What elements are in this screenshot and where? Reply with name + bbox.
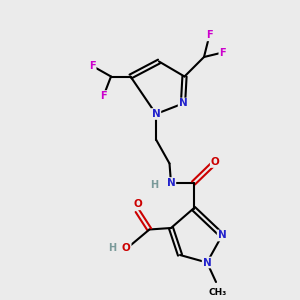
Text: F: F (219, 47, 226, 58)
Text: CH₃: CH₃ (209, 288, 227, 297)
Text: N: N (152, 109, 160, 119)
Text: O: O (122, 243, 131, 253)
Text: N: N (218, 230, 226, 241)
Text: H: H (108, 243, 116, 253)
Text: F: F (206, 30, 213, 40)
Text: H: H (150, 180, 159, 190)
Text: N: N (178, 98, 188, 109)
Text: N: N (202, 257, 211, 268)
Text: N: N (167, 178, 176, 188)
Text: O: O (211, 157, 220, 167)
Text: O: O (133, 199, 142, 209)
Text: F: F (100, 91, 107, 101)
Text: F: F (89, 61, 96, 71)
